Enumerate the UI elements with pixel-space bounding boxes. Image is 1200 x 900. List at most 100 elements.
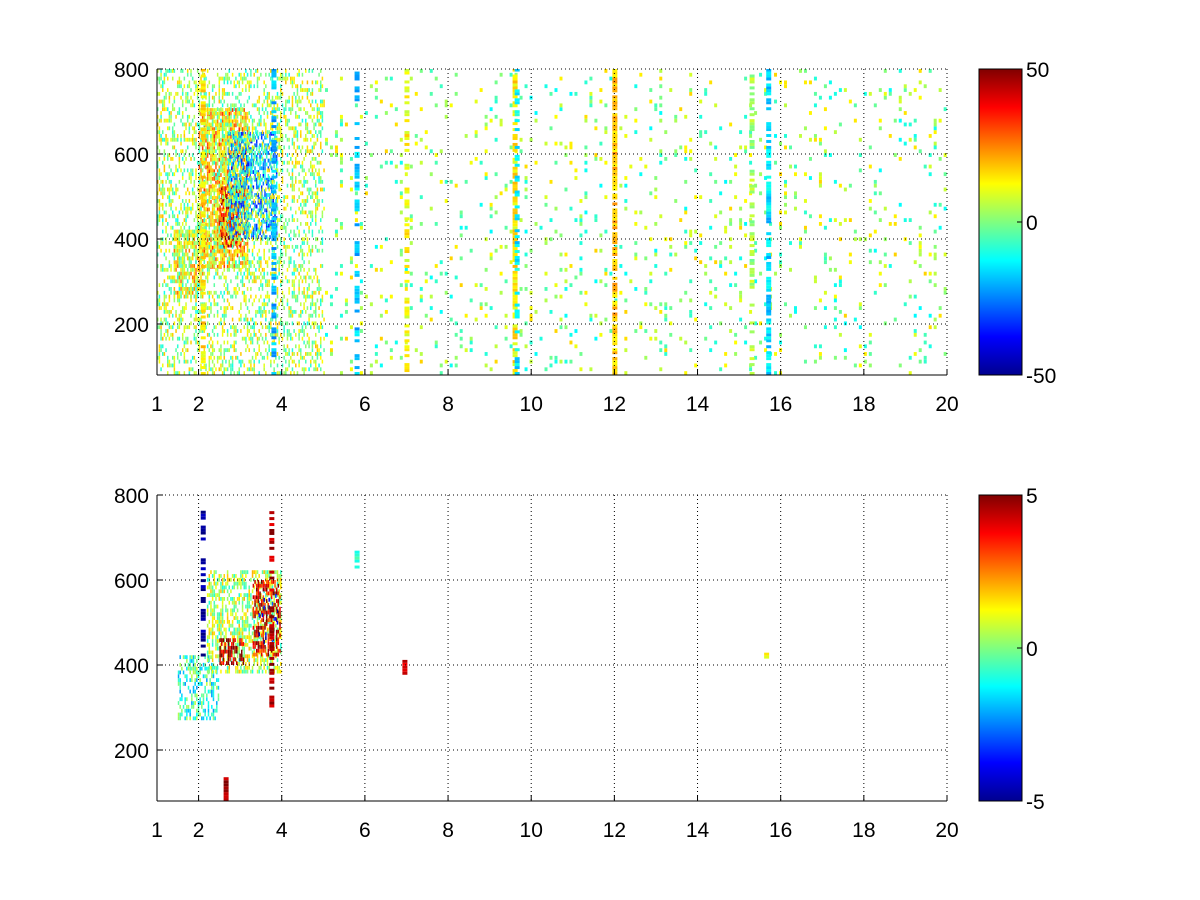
heatmap-cell: [232, 227, 235, 232]
heatmap-cell: [206, 267, 209, 272]
heatmap-cell: [163, 306, 166, 310]
heatmap-cell: [240, 142, 242, 147]
heatmap-cell: [424, 130, 428, 135]
heatmap-cell: [524, 287, 528, 291]
heatmap-cell: [308, 260, 310, 265]
heatmap-cell: [233, 184, 236, 189]
heatmap-cell: [216, 107, 219, 112]
heatmap-cell: [198, 183, 201, 188]
heatmap-cell: [195, 241, 197, 245]
heatmap-cell: [243, 234, 245, 239]
heatmap-cell: [226, 290, 229, 295]
heatmap-cell: [265, 196, 268, 201]
heatmap-cell: [211, 111, 214, 115]
heatmap-cell: [265, 336, 267, 341]
heatmap-cell: [221, 126, 224, 131]
heatmap-cell: [210, 122, 212, 127]
heatmap-cell: [245, 142, 247, 147]
heatmap-cell: [291, 321, 294, 326]
heatmap-cell: [223, 261, 226, 265]
heatmap-cell: [236, 243, 238, 248]
heatmap-cell: [429, 206, 433, 211]
heatmap-cell: [205, 127, 207, 132]
heatmap-cell: [305, 298, 307, 303]
heatmap-cell: [235, 108, 237, 112]
heatmap-cell: [243, 241, 245, 245]
heatmap-cell: [231, 367, 234, 372]
heatmap-cell: [310, 149, 312, 154]
heatmap-cell: [293, 264, 295, 268]
heatmap-cell: [237, 212, 240, 217]
heatmap-cell: [215, 252, 217, 257]
heatmap-cell: [183, 294, 186, 299]
heatmap-cell: [464, 225, 468, 230]
heatmap-cell: [265, 218, 267, 222]
heatmap-cell: [300, 248, 302, 253]
heatmap-cell: [265, 283, 267, 288]
heatmap-cell: [303, 229, 305, 234]
heatmap-cell: [185, 275, 187, 280]
heatmap-cell: [195, 84, 197, 89]
heatmap-cell: [157, 241, 159, 245]
heatmap-cell: [236, 176, 239, 181]
heatmap-cell: [318, 352, 320, 356]
heatmap-cell: [178, 153, 181, 157]
heatmap-cell: [257, 193, 260, 197]
heatmap-cell: [256, 260, 259, 265]
heatmap-cell: [245, 230, 247, 235]
heatmap-cell: [295, 164, 297, 169]
heatmap-cell: [258, 348, 260, 353]
heatmap-cell: [334, 271, 338, 276]
heatmap-cell: [226, 267, 229, 272]
heatmap-cell: [255, 69, 257, 73]
heatmap-cell: [267, 158, 270, 163]
heatmap-cell: [220, 253, 222, 258]
heatmap-cell: [198, 256, 201, 261]
heatmap-cell: [305, 233, 307, 238]
heatmap-cell: [253, 206, 255, 211]
heatmap-cell: [459, 256, 463, 261]
heatmap-cell: [252, 227, 255, 232]
heatmap-cell: [245, 348, 247, 353]
heatmap-cell: [186, 145, 189, 150]
heatmap-cell: [264, 170, 266, 174]
heatmap-cell: [254, 204, 256, 209]
heatmap-cell: [291, 359, 294, 364]
heatmap-cell: [218, 355, 221, 360]
heatmap-cell: [278, 336, 280, 341]
heatmap-cell: [200, 294, 202, 299]
heatmap-cell: [306, 241, 309, 245]
heatmap-cell: [226, 160, 229, 165]
heatmap-cell: [213, 154, 216, 158]
heatmap-cell: [218, 150, 221, 154]
heatmap-cell: [210, 367, 212, 372]
heatmap-cell: [186, 336, 189, 341]
heatmap-cell: [291, 103, 294, 108]
heatmap-cell: [176, 241, 179, 245]
heatmap-cell: [229, 220, 231, 225]
heatmap-cell: [228, 69, 231, 73]
heatmap-cell: [303, 237, 305, 242]
heatmap-cell: [260, 352, 262, 356]
heatmap-cell: [208, 126, 211, 131]
heatmap-cell: [303, 168, 305, 173]
heatmap-cell: [221, 257, 224, 262]
heatmap-cell: [315, 352, 317, 356]
heatmap-cell: [233, 168, 236, 173]
heatmap-cell: [221, 122, 224, 127]
heatmap-cell: [235, 294, 237, 299]
heatmap-cell: [195, 290, 197, 295]
heatmap-cell: [268, 103, 270, 108]
heatmap-cell: [303, 267, 305, 272]
heatmap-cell: [190, 298, 192, 303]
heatmap-cell: [188, 206, 191, 211]
heatmap-cell: [339, 114, 343, 119]
heatmap-cell: [234, 185, 236, 190]
heatmap-cell: [228, 211, 231, 216]
heatmap-cell: [246, 253, 249, 258]
heatmap-cell: [239, 143, 241, 148]
heatmap-cell: [223, 367, 226, 372]
heatmap-cell: [429, 91, 433, 96]
heatmap-cell: [300, 275, 302, 280]
heatmap-cell: [186, 91, 189, 96]
